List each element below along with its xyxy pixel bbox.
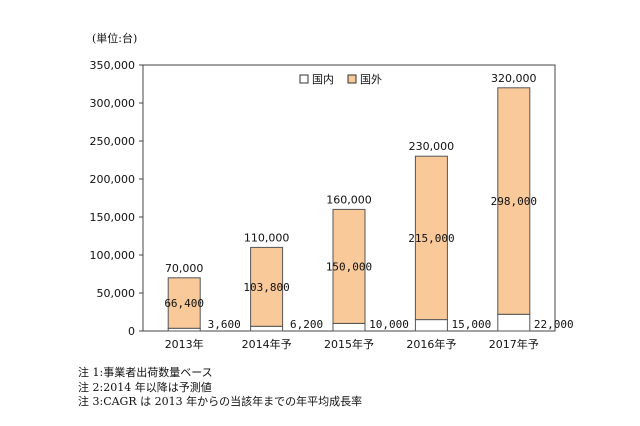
x-tick-label: 2017年予 — [489, 337, 539, 351]
x-tick-label: 2014年予 — [242, 337, 292, 351]
chart-bars — [167, 87, 531, 332]
bar-overseas — [332, 208, 366, 324]
legend-label-domestic: 国内 — [312, 72, 334, 86]
domestic-value-label: 10,000 — [369, 318, 409, 331]
chart-legend: 国内 国外 — [299, 72, 382, 86]
overseas-value-label: 215,000 — [408, 232, 454, 245]
overseas-value-label: 103,800 — [243, 281, 289, 294]
overseas-value-label: 66,400 — [164, 297, 204, 310]
y-tick-label: 350,000 — [90, 59, 136, 72]
bar-overseas — [414, 155, 448, 321]
bar-chart: 0 50,000 100,000 150,000 200,000 250,000 300,0… — [90, 59, 574, 351]
bar-domestic — [332, 322, 366, 332]
domestic-value-label: 3,600 — [208, 318, 241, 331]
total-label: 160,000 — [326, 193, 372, 206]
bar-domestic — [250, 325, 284, 332]
legend-label-overseas: 国外 — [360, 73, 382, 86]
bar-overseas — [250, 246, 284, 327]
bar-domestic — [497, 313, 531, 332]
total-label: 110,000 — [244, 231, 290, 244]
y-tick-label: 50,000 — [97, 287, 136, 300]
y-tick-label: 0 — [128, 325, 135, 338]
chart-labels: 70,000 66,400 3,600 2013年 110,000 103,800 6,20… — [164, 72, 573, 351]
domestic-value-label: 22,000 — [534, 318, 574, 331]
domestic-value-label: 15,000 — [452, 318, 492, 331]
unit-label: (単位:台) — [92, 32, 138, 45]
x-tick-label: 2013年 — [165, 337, 204, 351]
legend-swatch-domestic — [299, 74, 309, 84]
footnote-1: 注 1:事業者出荷数量ベース — [78, 366, 213, 379]
footnote-2: 注 2:2014 年以降は予測値 — [78, 380, 212, 394]
x-tick-label: 2015年予 — [324, 337, 374, 351]
bar-domestic — [414, 319, 448, 332]
y-tick-label: 150,000 — [90, 211, 136, 224]
bar-overseas — [497, 87, 531, 315]
bar-overseas — [167, 277, 201, 329]
domestic-value-label: 6,200 — [290, 318, 323, 331]
total-label: 70,000 — [165, 262, 204, 275]
footnotes: 注 1:事業者出荷数量ベース 注 2:2014 年以降は予測値 注 3:CAGR… — [78, 366, 362, 410]
chart-axes: 0 50,000 100,000 150,000 200,000 250,000 300,0… — [90, 59, 556, 338]
y-tick-label: 250,000 — [90, 135, 136, 148]
overseas-value-label: 150,000 — [326, 260, 372, 273]
total-label: 320,000 — [491, 72, 537, 85]
y-tick-label: 200,000 — [90, 173, 136, 186]
total-label: 230,000 — [409, 140, 455, 153]
x-tick-label: 2016年予 — [406, 337, 456, 351]
y-tick-label: 300,000 — [90, 97, 136, 110]
y-tick-label: 100,000 — [90, 249, 136, 262]
footnote-3: 注 3:CAGR は 2013 年からの当該年までの年平均成長率 — [78, 395, 363, 408]
overseas-value-label: 298,000 — [491, 195, 537, 208]
legend-swatch-overseas — [347, 74, 357, 84]
